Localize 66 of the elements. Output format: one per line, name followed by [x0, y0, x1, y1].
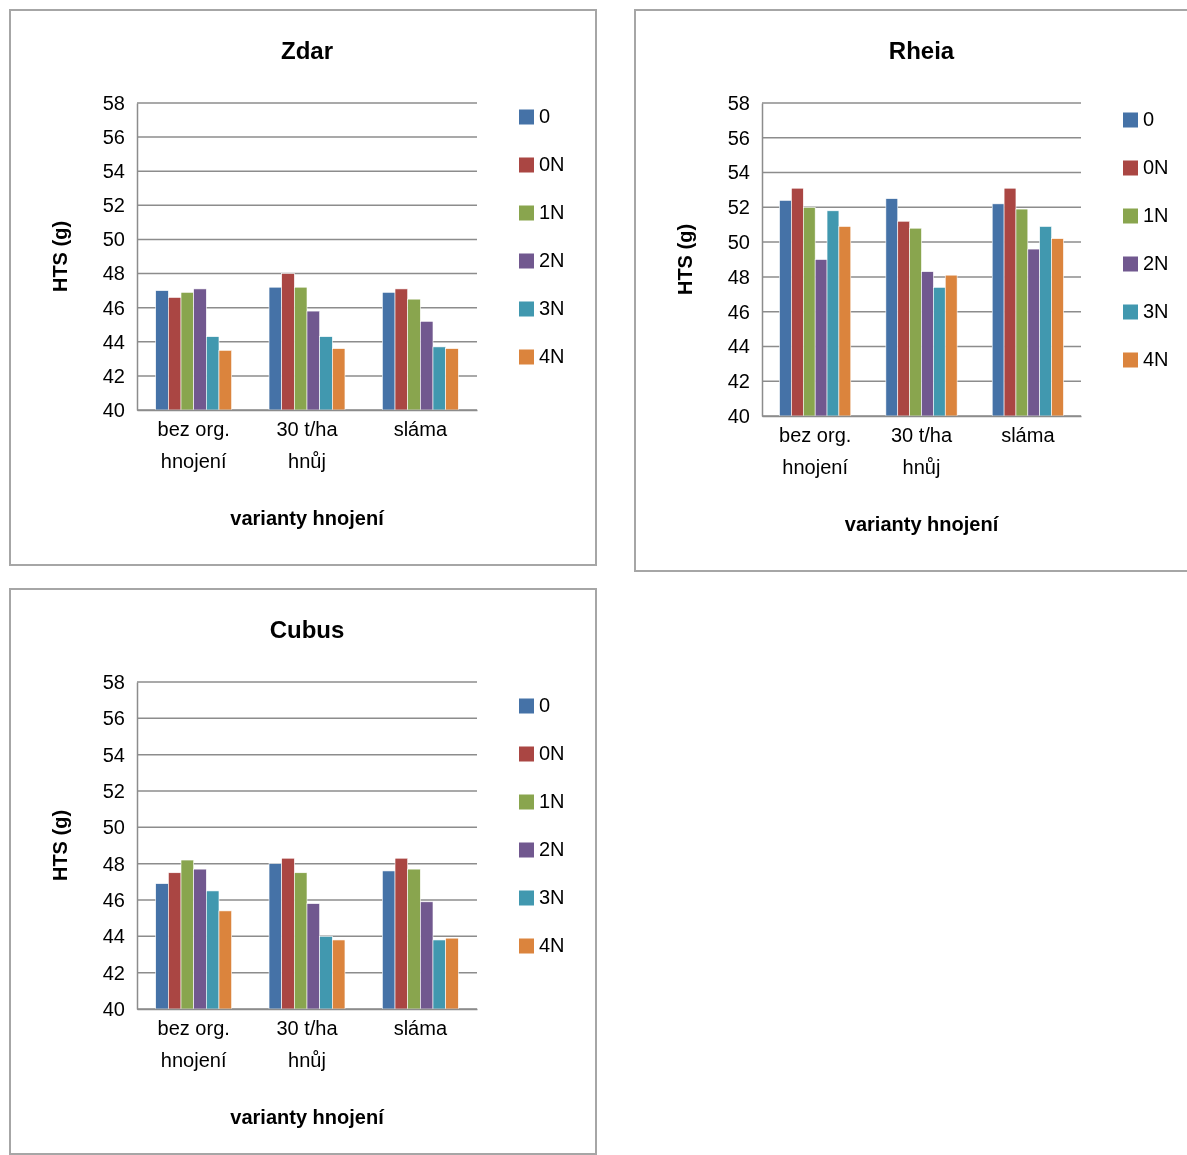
legend-label: 1N — [1143, 203, 1169, 226]
chart-title: Rheia — [888, 37, 955, 64]
legend-label: 2N — [1143, 251, 1169, 274]
legend-label: 0 — [1143, 107, 1155, 130]
x-tick-label: bez org. hnojení — [157, 418, 230, 472]
y-tick-label: 48 — [727, 265, 750, 288]
chart-title: Zdar — [280, 37, 334, 64]
chart-title: Cubus — [269, 616, 345, 643]
legend-label: 1N — [539, 200, 565, 223]
y-tick-label: 58 — [102, 91, 125, 114]
legend-label: 0 — [539, 104, 551, 127]
x-tick-label: sláma — [393, 418, 448, 440]
y-tick-label: 58 — [102, 670, 125, 693]
y-tick-label: 42 — [102, 364, 125, 387]
x-tick-label: 30 t/ha hnůj — [890, 424, 953, 478]
legend-label: 3N — [539, 885, 565, 908]
x-axis-title: varianty hnojení — [844, 513, 1000, 535]
y-tick-label: 44 — [727, 335, 750, 358]
x-tick-label: sláma — [393, 1017, 448, 1039]
y-tick-label: 44 — [102, 330, 125, 353]
x-axis-title: varianty hnojení — [230, 1106, 386, 1128]
y-tick-label: 42 — [102, 961, 125, 984]
y-tick-label: 42 — [727, 370, 750, 393]
x-tick-label: 30 t/ha hnůj — [276, 1017, 339, 1071]
y-axis-title: HTS (g) — [674, 223, 696, 296]
y-tick-label: 46 — [727, 300, 750, 323]
x-tick-label: 30 t/ha hnůj — [276, 418, 339, 472]
legend-label: 3N — [1143, 299, 1169, 322]
y-tick-label: 46 — [102, 296, 125, 319]
legend-label: 2N — [539, 837, 565, 860]
y-tick-label: 50 — [102, 228, 125, 251]
legend-label: 0 — [539, 693, 551, 716]
x-tick-label: sláma — [1001, 424, 1056, 446]
y-tick-label: 54 — [102, 160, 125, 183]
y-tick-label: 52 — [102, 194, 125, 217]
y-tick-label: 44 — [102, 925, 125, 948]
y-tick-label: 48 — [102, 262, 125, 285]
y-tick-label: 50 — [102, 816, 125, 839]
y-axis-title: HTS (g) — [49, 809, 71, 882]
y-axis-title: HTS (g) — [49, 220, 71, 293]
legend-label: 2N — [539, 248, 565, 271]
y-tick-label: 48 — [102, 852, 125, 875]
x-tick-label: bez org. hnojení — [157, 1017, 230, 1071]
y-tick-label: 54 — [727, 161, 750, 184]
y-tick-label: 58 — [727, 91, 750, 114]
y-tick-label: 56 — [102, 707, 125, 730]
legend-label: 4N — [539, 344, 565, 367]
y-tick-label: 56 — [102, 126, 125, 149]
y-tick-label: 40 — [102, 997, 125, 1020]
legend-label: 4N — [1143, 347, 1169, 370]
y-tick-label: 56 — [727, 126, 750, 149]
legend-label: 0N — [1143, 155, 1169, 178]
y-tick-label: 40 — [727, 404, 750, 427]
legend-label: 4N — [539, 933, 565, 956]
x-tick-label: bez org. hnojení — [779, 424, 852, 478]
y-tick-label: 52 — [727, 196, 750, 219]
y-tick-label: 52 — [102, 779, 125, 802]
legend-label: 3N — [539, 296, 565, 319]
y-tick-label: 54 — [102, 743, 125, 766]
legend-label: 1N — [539, 789, 565, 812]
x-axis-title: varianty hnojení — [230, 507, 386, 529]
y-tick-label: 50 — [727, 231, 750, 254]
legend-label: 0N — [539, 741, 565, 764]
legend-label: 0N — [539, 152, 565, 175]
y-tick-label: 40 — [102, 398, 125, 421]
y-tick-label: 46 — [102, 888, 125, 911]
